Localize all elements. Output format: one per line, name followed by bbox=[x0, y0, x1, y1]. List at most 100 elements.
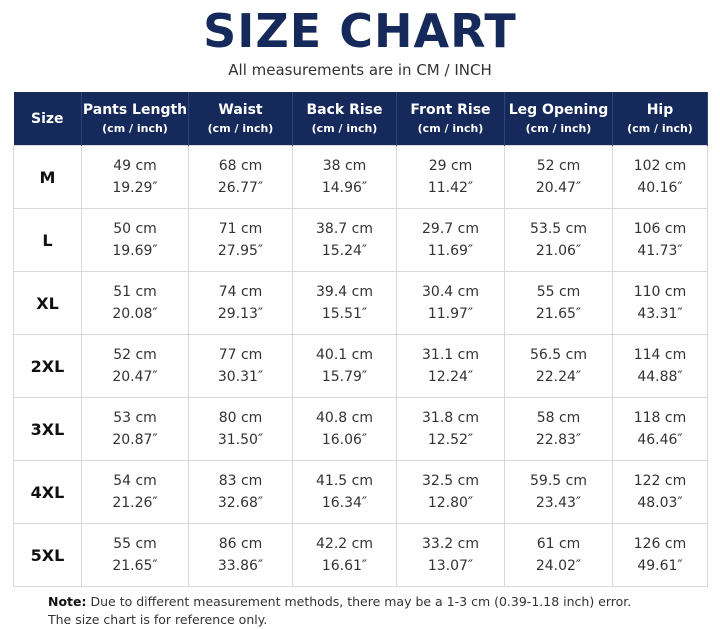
cm-value: 32.5 cm bbox=[422, 473, 479, 489]
cm-value: 126 cm bbox=[633, 536, 687, 552]
column-unit: (cm / inch) bbox=[417, 122, 484, 135]
column-header: Size bbox=[13, 92, 82, 146]
cm-value: 77 cm bbox=[218, 347, 263, 363]
note-line: Note: Due to different measurement metho… bbox=[48, 593, 631, 611]
cm-value: 40.8 cm bbox=[316, 410, 373, 426]
size-cell: XL bbox=[13, 271, 82, 335]
table-row: M 49 cm 19.29″ 68 cm 26.77″ 38 cm 14.96″ 29 cm 1… bbox=[13, 145, 708, 209]
inch-value: 22.24″ bbox=[535, 369, 582, 385]
table-body: M 49 cm 19.29″ 68 cm 26.77″ 38 cm 14.96″ 29 cm 1… bbox=[13, 145, 708, 587]
measure-cell: 56.5 cm 22.24″ bbox=[504, 334, 613, 398]
column-unit: (cm / inch) bbox=[207, 122, 274, 135]
cm-value: 31.1 cm bbox=[422, 347, 479, 363]
cm-value: 38.7 cm bbox=[316, 221, 373, 237]
table-row: 5XL 55 cm 21.65″ 86 cm 33.86″ 42.2 cm 16.61″ 33… bbox=[13, 523, 708, 587]
inch-value: 23.43″ bbox=[535, 495, 582, 511]
cm-value: 122 cm bbox=[633, 473, 687, 489]
cm-value: 68 cm bbox=[218, 158, 263, 174]
column-header: Hip (cm / inch) bbox=[612, 92, 708, 146]
inch-value: 16.06″ bbox=[321, 432, 368, 448]
cm-value: 86 cm bbox=[218, 536, 263, 552]
measure-cell: 52 cm 20.47″ bbox=[81, 334, 189, 398]
cm-value: 80 cm bbox=[218, 410, 263, 426]
cm-value: 59.5 cm bbox=[530, 473, 587, 489]
inch-value: 19.69″ bbox=[112, 243, 158, 259]
cm-value: 83 cm bbox=[218, 473, 263, 489]
column-unit: (cm / inch) bbox=[525, 122, 592, 135]
cm-value: 54 cm bbox=[113, 473, 157, 489]
table-row: XL 51 cm 20.08″ 74 cm 29.13″ 39.4 cm 15.51″ 30.… bbox=[13, 271, 708, 335]
size-cell: L bbox=[13, 208, 82, 272]
table-row: 3XL 53 cm 20.87″ 80 cm 31.50″ 40.8 cm 16.06″ 31… bbox=[13, 397, 708, 461]
measure-cell: 55 cm 21.65″ bbox=[504, 271, 613, 335]
inch-value: 20.47″ bbox=[535, 180, 582, 196]
cm-value: 33.2 cm bbox=[422, 536, 479, 552]
measure-cell: 61 cm 24.02″ bbox=[504, 523, 613, 587]
inch-value: 11.42″ bbox=[427, 180, 474, 196]
cm-value: 55 cm bbox=[113, 536, 157, 552]
cm-value: 55 cm bbox=[536, 284, 581, 300]
inch-value: 14.96″ bbox=[321, 180, 368, 196]
measure-cell: 31.8 cm 12.52″ bbox=[396, 397, 505, 461]
size-cell: 5XL bbox=[13, 523, 82, 587]
measure-cell: 33.2 cm 13.07″ bbox=[396, 523, 505, 587]
cm-value: 49 cm bbox=[113, 158, 157, 174]
measure-cell: 77 cm 30.31″ bbox=[188, 334, 293, 398]
inch-value: 44.88″ bbox=[637, 369, 683, 385]
cm-value: 58 cm bbox=[536, 410, 581, 426]
inch-value: 49.61″ bbox=[637, 558, 683, 574]
column-title: Front Rise bbox=[410, 102, 491, 118]
cm-value: 118 cm bbox=[633, 410, 687, 426]
column-header: Pants Length (cm / inch) bbox=[81, 92, 189, 146]
cm-value: 71 cm bbox=[218, 221, 263, 237]
size-cell: 2XL bbox=[13, 334, 82, 398]
measure-cell: 32.5 cm 12.80″ bbox=[396, 460, 505, 524]
cm-value: 42.2 cm bbox=[316, 536, 373, 552]
cm-value: 51 cm bbox=[113, 284, 157, 300]
measure-cell: 53 cm 20.87″ bbox=[81, 397, 189, 461]
column-title: Waist bbox=[218, 102, 263, 118]
cm-value: 29.7 cm bbox=[422, 221, 479, 237]
measure-cell: 31.1 cm 12.24″ bbox=[396, 334, 505, 398]
inch-value: 15.51″ bbox=[321, 306, 368, 322]
inch-value: 12.24″ bbox=[427, 369, 474, 385]
cm-value: 56.5 cm bbox=[530, 347, 587, 363]
measure-cell: 39.4 cm 15.51″ bbox=[292, 271, 397, 335]
inch-value: 20.08″ bbox=[112, 306, 158, 322]
column-header: Front Rise (cm / inch) bbox=[396, 92, 505, 146]
inch-value: 11.69″ bbox=[427, 243, 474, 259]
measure-cell: 102 cm 40.16″ bbox=[612, 145, 708, 209]
inch-value: 32.68″ bbox=[217, 495, 264, 511]
measure-cell: 29.7 cm 11.69″ bbox=[396, 208, 505, 272]
note-label: Note: bbox=[48, 594, 87, 609]
measure-cell: 110 cm 43.31″ bbox=[612, 271, 708, 335]
inch-value: 40.16″ bbox=[637, 180, 683, 196]
measure-cell: 114 cm 44.88″ bbox=[612, 334, 708, 398]
inch-value: 13.07″ bbox=[427, 558, 474, 574]
column-unit: (cm / inch) bbox=[311, 122, 378, 135]
size-table: Size Pants Length (cm / inch) Waist (cm / in… bbox=[13, 92, 708, 587]
note-line-2: The size chart is for reference only. bbox=[48, 612, 268, 627]
inch-value: 26.77″ bbox=[217, 180, 264, 196]
inch-value: 24.02″ bbox=[535, 558, 582, 574]
column-header: Leg Opening (cm / inch) bbox=[504, 92, 613, 146]
measure-cell: 51 cm 20.08″ bbox=[81, 271, 189, 335]
inch-value: 43.31″ bbox=[637, 306, 683, 322]
cm-value: 50 cm bbox=[113, 221, 157, 237]
inch-value: 11.97″ bbox=[427, 306, 474, 322]
subtitle: All measurements are in CM / INCH bbox=[228, 61, 492, 79]
measure-cell: 41.5 cm 16.34″ bbox=[292, 460, 397, 524]
measure-cell: 74 cm 29.13″ bbox=[188, 271, 293, 335]
inch-value: 15.79″ bbox=[321, 369, 368, 385]
cm-value: 30.4 cm bbox=[422, 284, 479, 300]
cm-value: 102 cm bbox=[633, 158, 687, 174]
cm-value: 39.4 cm bbox=[316, 284, 373, 300]
measure-cell: 38.7 cm 15.24″ bbox=[292, 208, 397, 272]
cm-value: 40.1 cm bbox=[316, 347, 373, 363]
inch-value: 22.83″ bbox=[535, 432, 582, 448]
inch-value: 12.80″ bbox=[427, 495, 474, 511]
measure-cell: 58 cm 22.83″ bbox=[504, 397, 613, 461]
measure-cell: 40.1 cm 15.79″ bbox=[292, 334, 397, 398]
title: SIZE CHART bbox=[203, 4, 517, 58]
